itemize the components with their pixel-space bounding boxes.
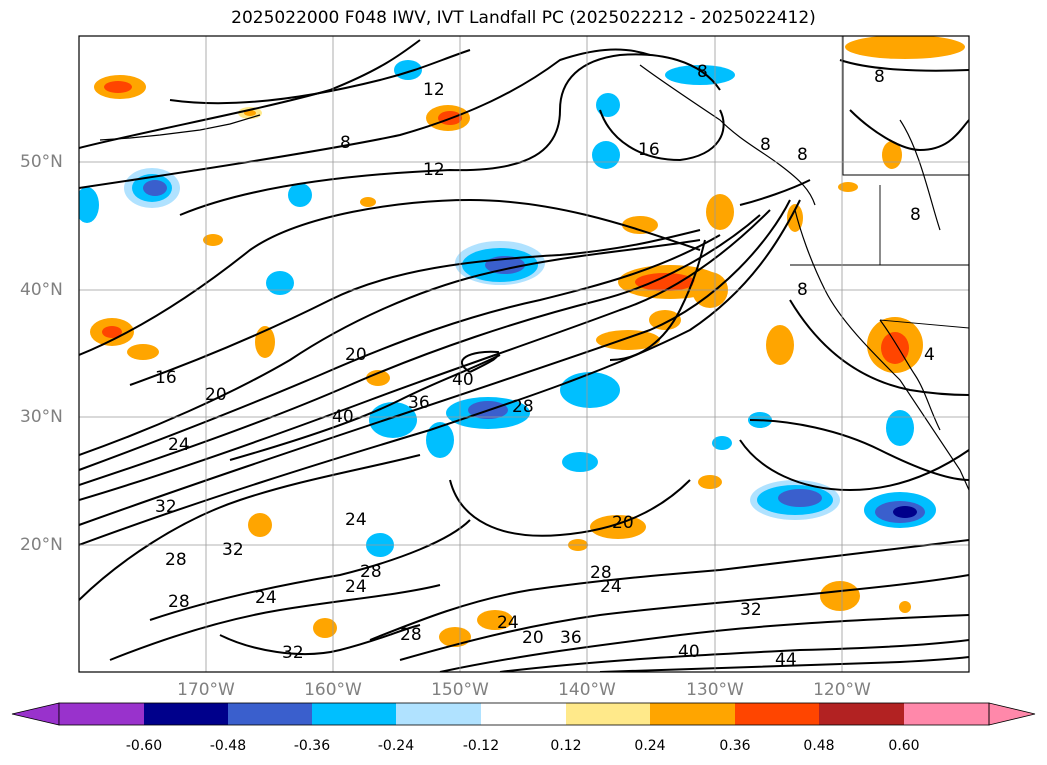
colorbar-tick: 0.12 — [550, 738, 582, 754]
contour-label: 8 — [910, 205, 921, 225]
shading-layer — [79, 36, 965, 647]
contour-label: 8 — [797, 280, 808, 300]
country-borders — [790, 36, 969, 329]
colorbar-tick: -0.36 — [293, 738, 331, 754]
contour-label: 20 — [205, 385, 227, 405]
contour-label: 28 — [168, 592, 190, 612]
contour-label: 28 — [400, 625, 422, 645]
contour-label: 12 — [423, 80, 445, 100]
contour-label: 32 — [155, 497, 177, 517]
lon-label-140w: 140°W — [558, 680, 616, 700]
contour-label: 12 — [423, 160, 445, 180]
contour-label: 8 — [797, 145, 808, 165]
colorbar — [11, 702, 1036, 726]
contour-label: 4 — [924, 345, 935, 365]
graticule — [79, 36, 969, 672]
contour-label: 28 — [360, 562, 382, 582]
colorbar-tick: -0.24 — [377, 738, 415, 754]
lon-label-130w: 130°W — [686, 680, 744, 700]
colorbar-tick: 0.36 — [719, 738, 751, 754]
contour-label: 20 — [522, 628, 544, 648]
contour-label: 24 — [497, 613, 519, 633]
contour-label: 8 — [874, 67, 885, 87]
contour-label: 24 — [255, 588, 277, 608]
plot-frame — [78, 35, 970, 673]
contour-label: 24 — [345, 577, 367, 597]
colorbar-under-arrow — [11, 702, 60, 726]
contour-label: 32 — [222, 540, 244, 560]
colorbar-over-arrow — [988, 702, 1036, 726]
contour-label: 32 — [740, 600, 762, 620]
lon-label-160w: 160°W — [304, 680, 362, 700]
contour-labels: 12 8 12 16 8 8 8 8 8 16 20 20 40 36 40 2… — [155, 62, 935, 670]
lon-label-120w: 120°W — [813, 680, 871, 700]
contour-label: 28 — [590, 563, 612, 583]
contour-label: 40 — [452, 370, 474, 390]
contour-label: 16 — [155, 368, 177, 388]
colorbar-tick: -0.60 — [125, 738, 163, 754]
iwv-contours — [79, 39, 969, 672]
contour-label: 32 — [282, 643, 304, 663]
contour-label: 24 — [345, 510, 367, 530]
contour-label: 16 — [638, 140, 660, 160]
lat-label-20n: 20°N — [20, 535, 63, 555]
lat-label-50n: 50°N — [20, 152, 63, 172]
contour-label: 28 — [165, 550, 187, 570]
contour-label: 44 — [775, 650, 797, 670]
contour-label: 8 — [340, 133, 351, 153]
contour-label: 8 — [697, 62, 708, 82]
colorbar-tick: 0.48 — [803, 738, 835, 754]
contour-label: 24 — [600, 577, 622, 597]
contour-label: 20 — [345, 345, 367, 365]
contour-label: 24 — [168, 435, 190, 455]
lat-label-40n: 40°N — [20, 280, 63, 300]
contour-label: 36 — [560, 628, 582, 648]
lon-label-170w: 170°W — [177, 680, 235, 700]
contour-label: 28 — [512, 397, 534, 417]
contour-label: 40 — [678, 642, 700, 662]
lon-label-150w: 150°W — [431, 680, 489, 700]
colorbar-tick: 0.24 — [634, 738, 666, 754]
contour-label: 40 — [332, 407, 354, 427]
map-title: 2025022000 F048 IWV, IVT Landfall PC (20… — [231, 8, 816, 28]
contour-label: 20 — [612, 513, 634, 533]
colorbar-tick: 0.60 — [888, 738, 920, 754]
colorbar-tick: -0.12 — [462, 738, 500, 754]
contour-label: 36 — [408, 393, 430, 413]
contour-label: 8 — [760, 135, 771, 155]
colorbar-tick: -0.48 — [209, 738, 247, 754]
lat-label-30n: 30°N — [20, 407, 63, 427]
